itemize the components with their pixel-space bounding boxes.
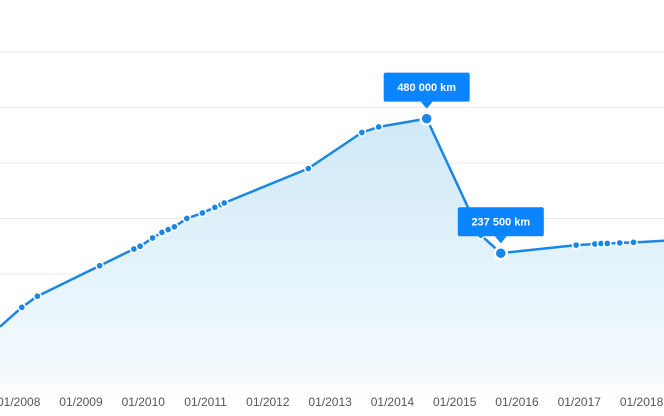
data-point-5	[135, 241, 145, 251]
callout-label-1: 237 500 km	[471, 217, 530, 229]
x-tick-label-4: 01/2012	[246, 395, 290, 409]
data-point-21	[571, 240, 581, 250]
x-tick-label-2: 01/2010	[122, 395, 166, 409]
data-point-15	[303, 164, 313, 173]
data-point-2	[33, 291, 42, 301]
data-point-10	[182, 214, 192, 223]
x-tick-label-5: 01/2013	[308, 395, 352, 409]
callout-box-1	[457, 207, 544, 237]
data-point-3	[95, 261, 105, 271]
data-point-25	[615, 238, 625, 248]
x-tick-label-8: 01/2016	[495, 395, 539, 409]
data-point-11	[198, 208, 207, 218]
data-point-9	[170, 222, 179, 232]
data-point-26	[629, 238, 638, 247]
data-point-6	[148, 233, 157, 243]
x-tick-label-1: 01/2009	[59, 395, 103, 409]
x-tick-label-7: 01/2015	[433, 395, 477, 409]
callout-label-0: 480 000 km	[397, 82, 456, 94]
x-axis-tick-labels: 01/2008 01/2009 01/2010 01/2011 01/2012 01/20…	[0, 395, 664, 409]
x-tick-label-6: 01/2014	[371, 395, 415, 409]
x-tick-label-3: 01/2011	[184, 395, 227, 409]
callout-1: 237 500 km	[457, 207, 544, 244]
data-point-20	[493, 245, 509, 261]
data-point-1	[17, 302, 27, 312]
callout-box-0	[383, 72, 470, 102]
x-tick-label-9: 01/2017	[558, 395, 602, 409]
callout-0: 480 000 km	[383, 72, 470, 109]
series-area	[0, 118, 664, 385]
data-point-18	[419, 111, 434, 126]
data-points	[17, 111, 638, 312]
callouts: 480 000 km 237 500 km	[383, 72, 544, 244]
x-tick-label-0: 01/2008	[0, 395, 41, 409]
callout-pointer-0	[420, 101, 433, 109]
data-point-14	[219, 198, 229, 208]
data-point-24	[602, 239, 612, 248]
data-point-17	[374, 122, 384, 132]
x-tick-label-10: 01/2018	[620, 395, 664, 409]
callout-pointer-1	[494, 236, 507, 244]
data-point-16	[357, 128, 367, 137]
